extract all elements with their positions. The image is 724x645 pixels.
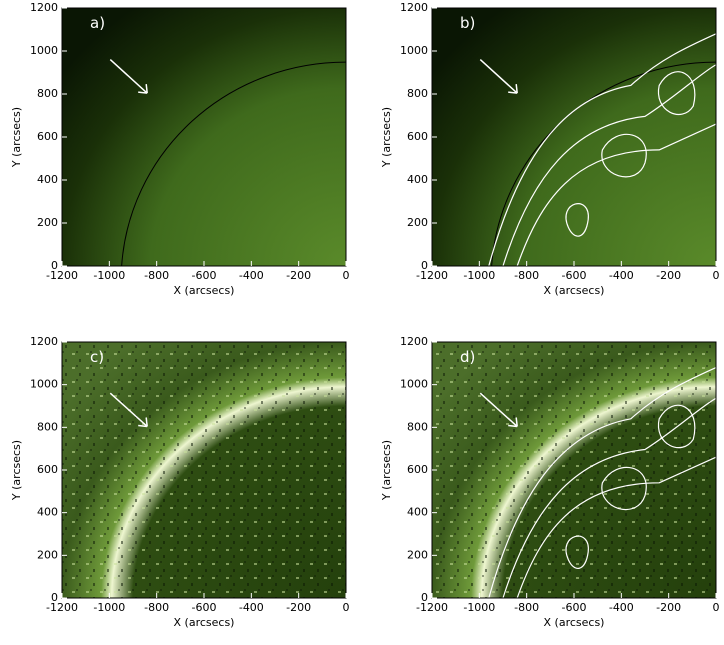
y-tick-label: 1000 (30, 378, 58, 391)
solar-image (432, 8, 716, 266)
image-texture (432, 342, 716, 598)
x-tick-label: -1000 (93, 269, 125, 282)
y-tick-label: 600 (37, 463, 58, 476)
y-tick-label: 400 (407, 506, 428, 519)
x-tick-label: -600 (192, 269, 217, 282)
x-tick-label: -400 (239, 269, 264, 282)
y-axis-label: Y (arcsecs) (380, 107, 393, 168)
panel-label: b) (460, 14, 475, 32)
x-tick-label: -800 (514, 601, 539, 614)
y-tick-label: 600 (37, 130, 58, 143)
y-tick-label: 200 (407, 548, 428, 561)
x-tick-label: -400 (239, 601, 264, 614)
image-texture (62, 342, 346, 598)
x-tick-label: -200 (286, 601, 311, 614)
y-tick-label: 400 (37, 173, 58, 186)
x-tick-label: -600 (562, 601, 587, 614)
x-tick-label: -400 (609, 269, 634, 282)
x-tick-label: -200 (656, 601, 681, 614)
x-tick-label: -200 (286, 269, 311, 282)
panel-label: a) (90, 14, 105, 32)
y-tick-label: 1200 (400, 1, 428, 14)
x-tick-label: -800 (144, 269, 169, 282)
x-axis-label: X (arcsecs) (544, 284, 605, 297)
y-tick-label: 400 (407, 173, 428, 186)
y-tick-label: 200 (37, 548, 58, 561)
x-tick-label: 0 (343, 601, 350, 614)
x-tick-label: -400 (609, 601, 634, 614)
y-tick-label: 200 (37, 216, 58, 229)
x-tick-label: -1000 (463, 269, 495, 282)
y-tick-label: 1000 (400, 44, 428, 57)
x-tick-label: -800 (144, 601, 169, 614)
x-axis-label: X (arcsecs) (544, 616, 605, 629)
x-axis-label: X (arcsecs) (174, 616, 235, 629)
x-tick-label: -200 (656, 269, 681, 282)
x-tick-label: -800 (514, 269, 539, 282)
panel-label: c) (90, 348, 104, 366)
y-axis-label: Y (arcsecs) (10, 440, 23, 501)
y-tick-label: 1200 (30, 335, 58, 348)
y-tick-label: 400 (37, 506, 58, 519)
y-tick-label: 1200 (30, 1, 58, 14)
x-tick-label: -1000 (93, 601, 125, 614)
y-tick-label: 600 (407, 130, 428, 143)
panel-label: d) (460, 348, 475, 366)
x-tick-label: 0 (713, 269, 720, 282)
x-tick-label: 0 (343, 269, 350, 282)
y-tick-label: 0 (51, 259, 58, 272)
y-tick-label: 1200 (400, 335, 428, 348)
y-axis-label: Y (arcsecs) (10, 107, 23, 168)
y-tick-label: 0 (51, 591, 58, 604)
y-tick-label: 1000 (400, 378, 428, 391)
x-tick-label: 0 (713, 601, 720, 614)
y-tick-label: 1000 (30, 44, 58, 57)
y-tick-label: 0 (421, 591, 428, 604)
y-tick-label: 800 (407, 87, 428, 100)
y-axis-label: Y (arcsecs) (380, 440, 393, 501)
y-tick-label: 200 (407, 216, 428, 229)
x-tick-label: -600 (562, 269, 587, 282)
y-tick-label: 600 (407, 463, 428, 476)
y-tick-label: 800 (37, 420, 58, 433)
y-tick-label: 800 (37, 87, 58, 100)
y-tick-label: 0 (421, 259, 428, 272)
y-tick-label: 800 (407, 420, 428, 433)
solar-image (62, 8, 346, 266)
figure: a)-1200-1000-800-600-400-200002004006008… (0, 0, 724, 641)
x-tick-label: -600 (192, 601, 217, 614)
x-tick-label: -1000 (463, 601, 495, 614)
x-axis-label: X (arcsecs) (174, 284, 235, 297)
